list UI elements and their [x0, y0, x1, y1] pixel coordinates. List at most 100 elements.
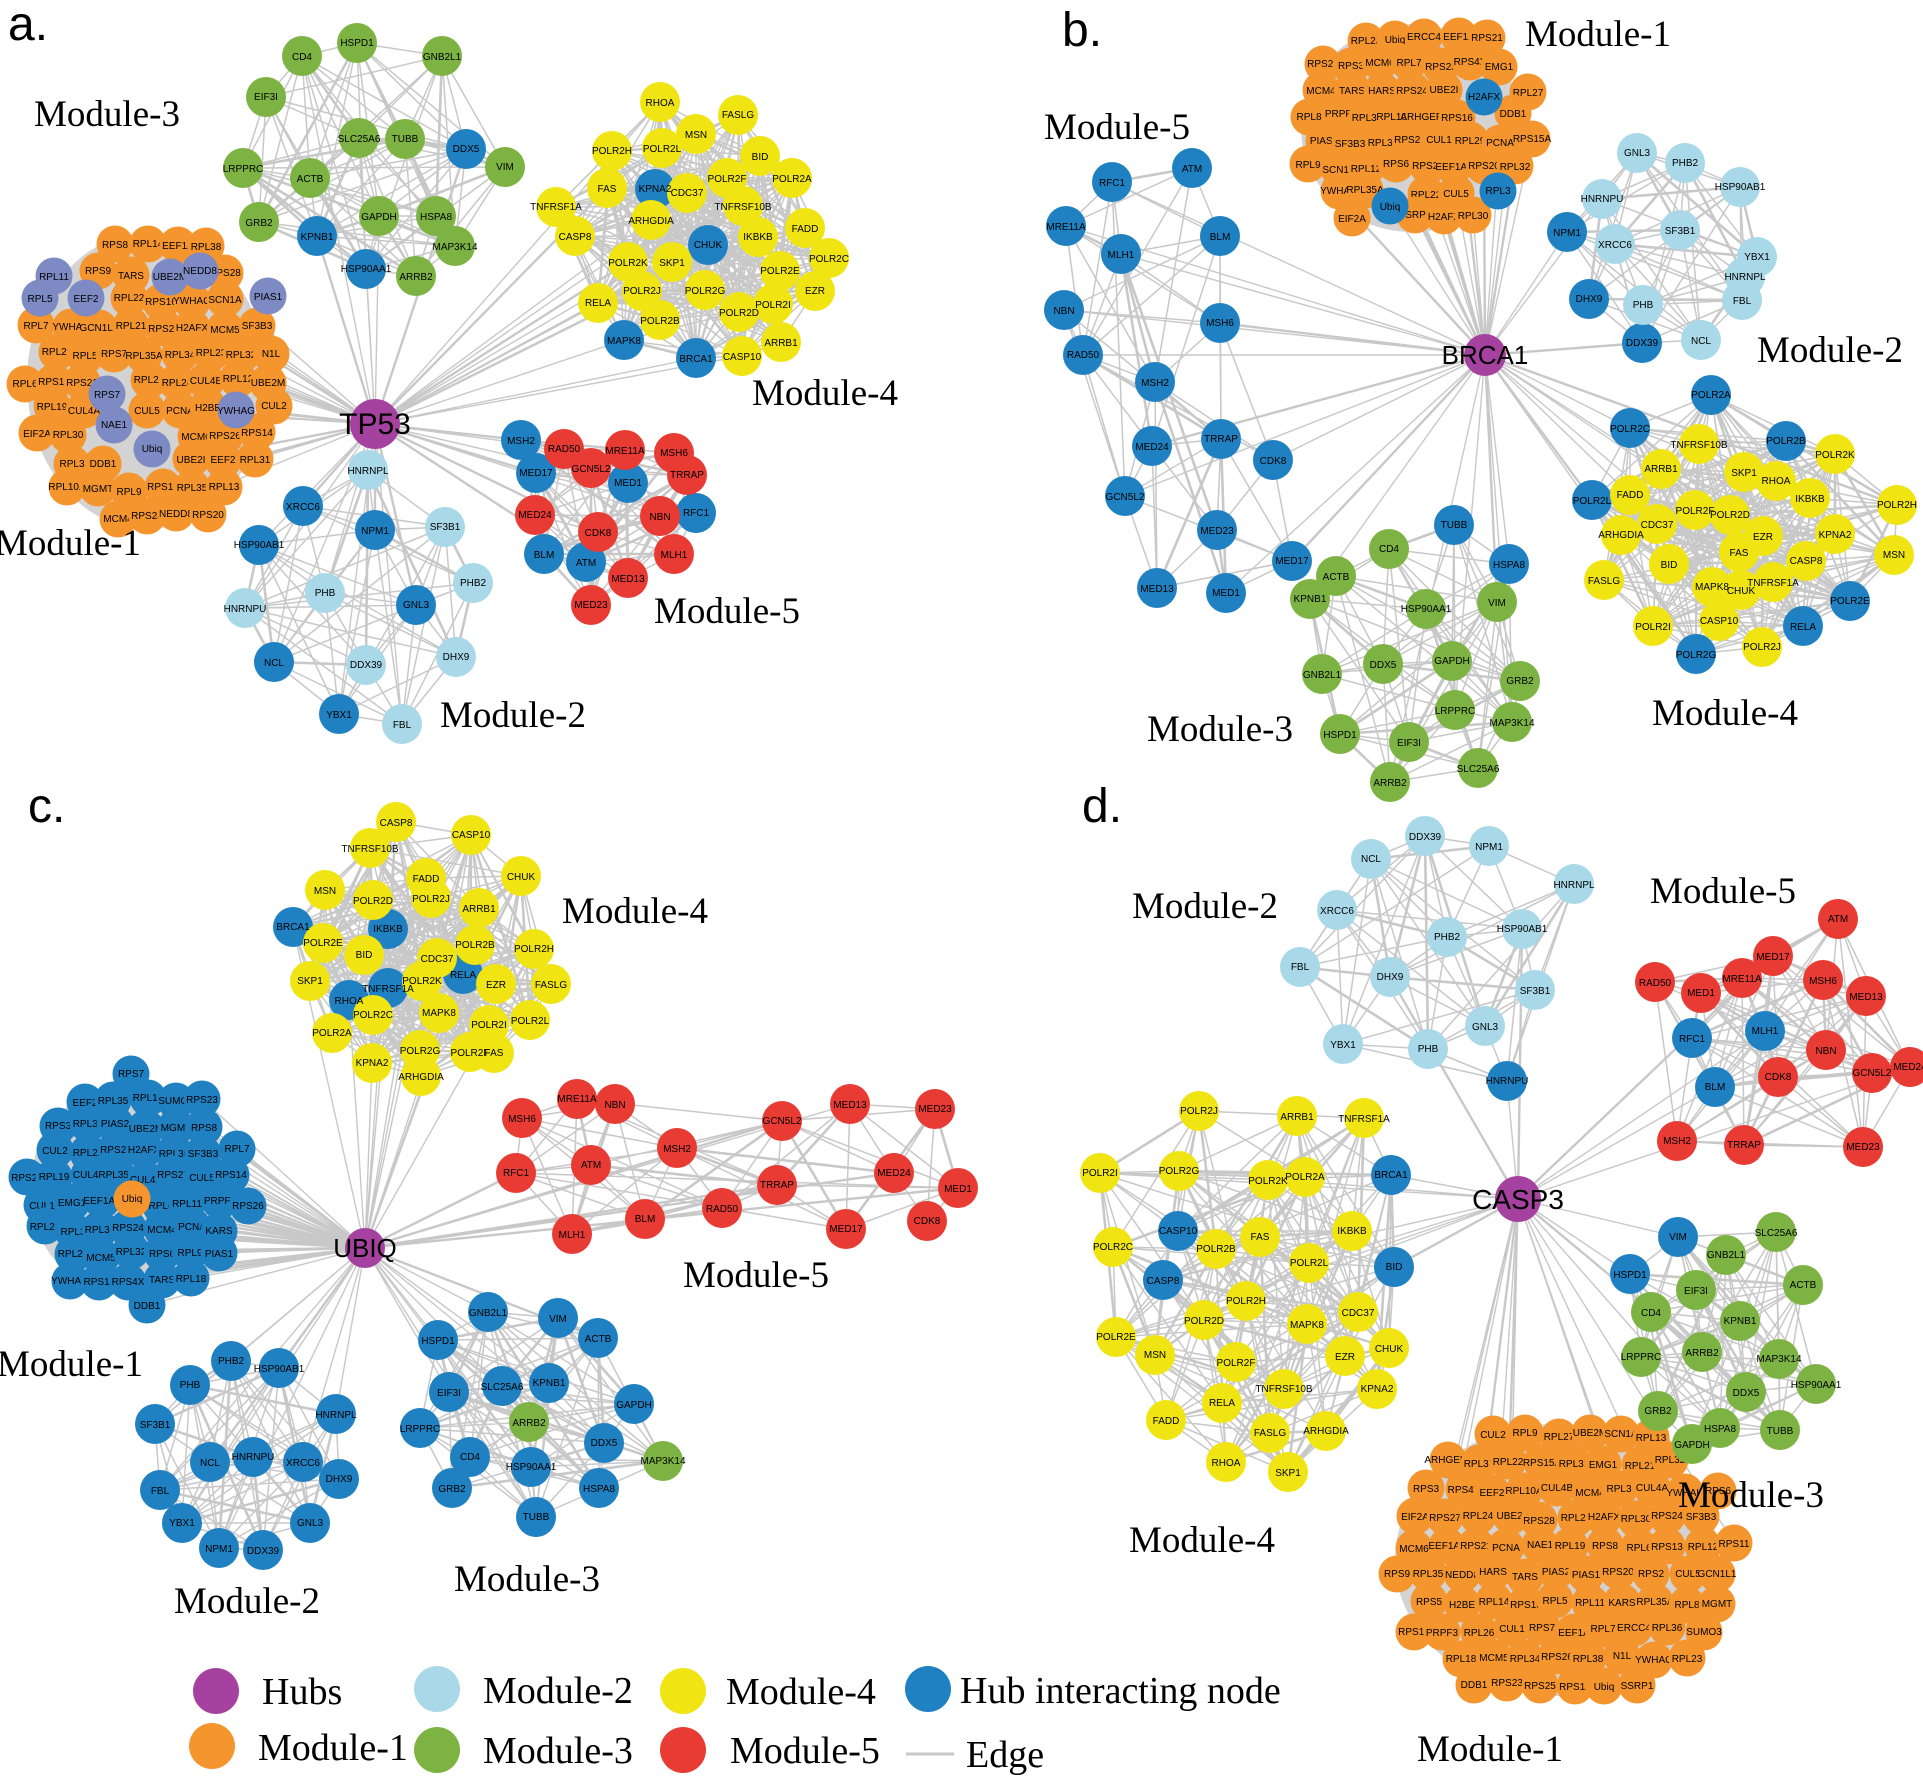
svg-text:CASP10: CASP10: [1159, 1226, 1198, 1237]
svg-text:Module-5: Module-5: [730, 1730, 880, 1772]
svg-text:HNRNPL: HNRNPL: [1553, 880, 1595, 891]
svg-text:ARHGDIA: ARHGDIA: [1598, 530, 1644, 541]
svg-text:TARS: TARS: [1339, 86, 1365, 97]
svg-text:POLR2A: POLR2A: [1691, 390, 1731, 401]
svg-text:PIAS1: PIAS1: [205, 1249, 234, 1260]
svg-text:YBX1: YBX1: [169, 1518, 195, 1529]
svg-text:POLR2K: POLR2K: [1248, 1176, 1288, 1187]
svg-text:MED17: MED17: [829, 1224, 863, 1235]
svg-text:EZR: EZR: [486, 980, 506, 991]
svg-text:CASP10: CASP10: [1700, 616, 1739, 627]
svg-text:RPS24: RPS24: [1651, 1511, 1683, 1522]
svg-text:Module-3: Module-3: [454, 1559, 600, 1600]
svg-text:ARRB1: ARRB1: [462, 904, 496, 915]
svg-text:GCN5L2: GCN5L2: [1853, 1068, 1892, 1079]
svg-text:RPL34: RPL34: [165, 350, 196, 361]
svg-text:HSPA8: HSPA8: [420, 212, 452, 223]
svg-text:RPL24: RPL24: [58, 1249, 89, 1260]
svg-text:MAP3K14: MAP3K14: [1489, 718, 1534, 729]
svg-text:IKBKB: IKBKB: [1795, 494, 1825, 505]
svg-text:DDX39: DDX39: [1409, 832, 1442, 843]
svg-text:PHB2: PHB2: [460, 578, 487, 589]
svg-text:RPL26: RPL26: [30, 1222, 61, 1233]
svg-text:CHUK: CHUK: [1727, 586, 1756, 597]
svg-text:EIF2A: EIF2A: [23, 429, 51, 440]
svg-text:RPL23: RPL23: [1351, 36, 1382, 47]
svg-text:HSP90AA1: HSP90AA1: [1401, 604, 1452, 615]
svg-text:RPS6: RPS6: [1705, 1486, 1732, 1497]
svg-text:TUBB: TUBB: [1767, 1426, 1794, 1437]
svg-text:DDB1: DDB1: [1461, 1680, 1488, 1691]
svg-text:RPL7: RPL7: [1590, 1624, 1615, 1635]
svg-text:MRE11A: MRE11A: [557, 1094, 597, 1105]
svg-text:PHB: PHB: [1418, 1044, 1439, 1055]
svg-text:RPS13: RPS13: [147, 482, 179, 493]
svg-text:MED1: MED1: [944, 1184, 972, 1195]
svg-text:Module-4: Module-4: [726, 1671, 876, 1713]
svg-text:RPS11: RPS11: [84, 1277, 115, 1288]
svg-text:RPS20: RPS20: [1602, 1567, 1634, 1578]
svg-text:GCN5L2: GCN5L2: [763, 1116, 802, 1127]
svg-text:RPS24: RPS24: [131, 511, 163, 522]
svg-text:POLR2D: POLR2D: [1184, 1316, 1224, 1327]
svg-text:CUL4B: CUL4B: [130, 1175, 163, 1186]
svg-text:UBE2I: UBE2I: [1497, 1511, 1526, 1522]
svg-text:DDX39: DDX39: [1626, 338, 1659, 349]
svg-text:POLR2G: POLR2G: [1676, 650, 1717, 661]
svg-text:POLR2C: POLR2C: [353, 1010, 393, 1021]
svg-text:BLM: BLM: [534, 550, 555, 561]
svg-text:KARS: KARS: [1608, 1598, 1636, 1609]
svg-text:FADD: FADD: [792, 224, 819, 235]
svg-text:MED24: MED24: [518, 510, 552, 521]
svg-text:TARS: TARS: [118, 271, 144, 282]
svg-text:RPL9: RPL9: [177, 1248, 202, 1259]
svg-text:GAPDH: GAPDH: [616, 1400, 652, 1411]
svg-text:CD4: CD4: [292, 52, 312, 63]
svg-text:RPS25: RPS25: [1425, 62, 1457, 73]
svg-text:YWHAH: YWHAH: [1666, 1488, 1703, 1499]
svg-text:RPS3: RPS3: [1413, 1484, 1440, 1495]
svg-text:FBL: FBL: [151, 1486, 170, 1497]
svg-text:RPL35A: RPL35A: [98, 1170, 136, 1181]
svg-text:MED24: MED24: [1135, 442, 1169, 453]
svg-text:DHX9: DHX9: [443, 652, 470, 663]
svg-text:EEF1A: EEF1A: [162, 241, 194, 252]
svg-text:FADD: FADD: [413, 874, 440, 885]
svg-text:POLR2K: POLR2K: [402, 976, 442, 987]
svg-text:SCN1A: SCN1A: [1604, 1429, 1638, 1440]
svg-text:YWHAG: YWHAG: [51, 1276, 89, 1287]
svg-text:RPL22: RPL22: [114, 293, 145, 304]
svg-text:HSP90AA1: HSP90AA1: [341, 264, 392, 275]
svg-text:RPS16: RPS16: [1441, 113, 1473, 124]
svg-text:TUBB: TUBB: [392, 134, 419, 145]
svg-text:RPS26: RPS26: [1394, 135, 1426, 146]
svg-text:ACTB: ACTB: [585, 1334, 612, 1345]
svg-text:EIF3I: EIF3I: [1684, 1286, 1708, 1297]
svg-text:HSP90AA1: HSP90AA1: [1791, 1380, 1842, 1391]
svg-text:MGMT: MGMT: [161, 1123, 192, 1134]
svg-text:CDC37: CDC37: [421, 954, 454, 965]
svg-text:SLC25A6: SLC25A6: [1755, 1228, 1798, 1239]
svg-text:RPL10A: RPL10A: [1376, 112, 1414, 123]
svg-text:PCNA: PCNA: [1492, 1543, 1520, 1554]
svg-text:HNRNPL: HNRNPL: [315, 1410, 357, 1421]
svg-text:RPS7: RPS7: [118, 1069, 145, 1080]
svg-text:Module-2: Module-2: [174, 1581, 320, 1622]
svg-text:GNL3: GNL3: [1472, 1022, 1499, 1033]
svg-text:GAPDH: GAPDH: [1674, 1440, 1710, 1451]
svg-text:PHB2: PHB2: [1434, 932, 1461, 943]
svg-text:EIF3I: EIF3I: [437, 1388, 461, 1399]
svg-text:DDX5: DDX5: [1370, 660, 1397, 671]
svg-text:FAS: FAS: [485, 1048, 504, 1059]
svg-text:MED13: MED13: [1849, 992, 1883, 1003]
svg-text:RPL3: RPL3: [1606, 1484, 1631, 1495]
svg-text:EZR: EZR: [1335, 1352, 1355, 1363]
svg-text:RPL18: RPL18: [1446, 1654, 1477, 1665]
svg-text:SKP1: SKP1: [659, 258, 685, 269]
svg-text:Module-5: Module-5: [654, 591, 800, 632]
svg-text:MED17: MED17: [1756, 952, 1790, 963]
svg-text:YBX1: YBX1: [1744, 252, 1770, 263]
svg-text:PCNA: PCNA: [166, 406, 194, 417]
svg-text:RPL8: RPL8: [1674, 1600, 1699, 1611]
svg-text:RPL14: RPL14: [133, 1093, 164, 1104]
